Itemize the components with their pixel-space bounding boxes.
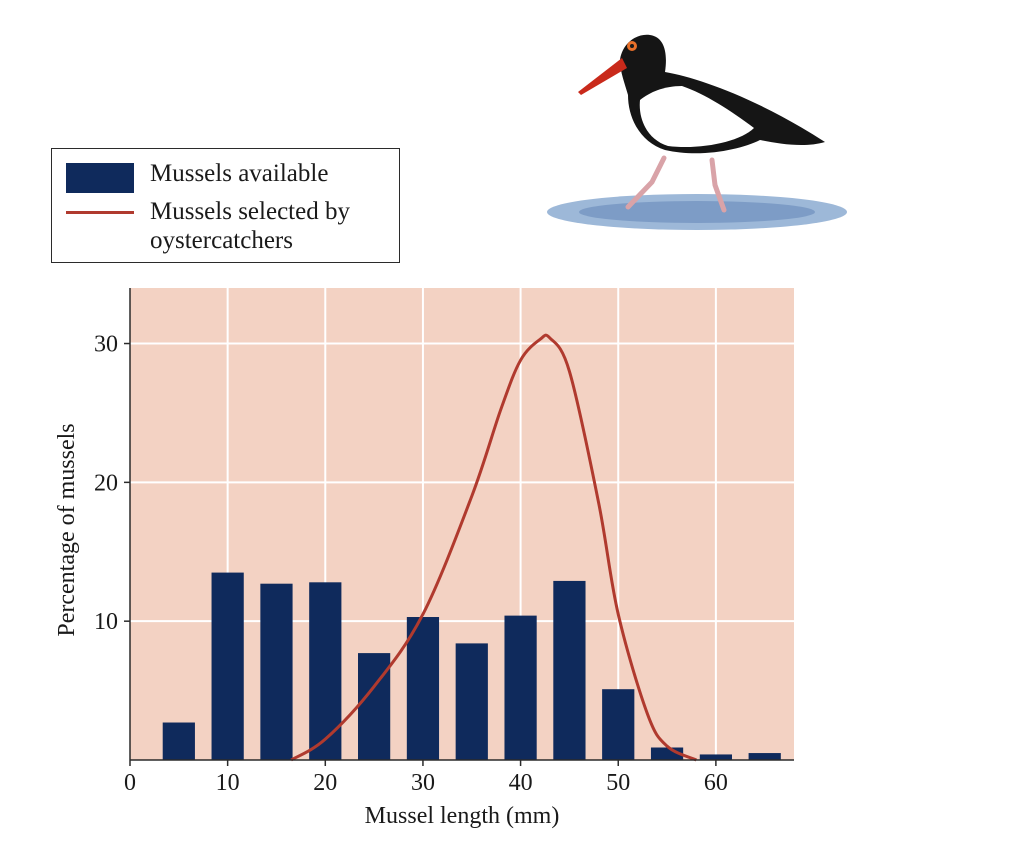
legend-swatch-line bbox=[66, 211, 134, 214]
x-tick-label: 40 bbox=[509, 770, 533, 796]
y-tick-label: 20 bbox=[94, 470, 118, 496]
bar bbox=[358, 653, 391, 760]
x-tick-label: 50 bbox=[606, 770, 630, 796]
x-tick-label: 30 bbox=[411, 770, 435, 796]
y-axis-label: Percentage of mussels bbox=[54, 423, 80, 636]
bar bbox=[455, 643, 488, 760]
x-tick-label: 20 bbox=[313, 770, 337, 796]
x-axis-label: Mussel length (mm) bbox=[365, 803, 560, 829]
legend-label-available: Mussels available bbox=[150, 160, 329, 187]
x-axis-ticks: 0 10 20 30 40 50 60 bbox=[124, 760, 728, 796]
bar bbox=[260, 583, 293, 760]
y-tick-label: 10 bbox=[94, 609, 118, 635]
bar-series-available bbox=[162, 572, 781, 760]
x-tick-label: 60 bbox=[704, 770, 728, 796]
legend: Mussels available Mussels selected by oy… bbox=[51, 148, 400, 263]
legend-swatch-bar bbox=[66, 163, 134, 193]
x-tick-label: 10 bbox=[216, 770, 240, 796]
bar bbox=[162, 722, 195, 760]
y-tick-label: 30 bbox=[94, 332, 118, 358]
bar bbox=[309, 582, 342, 760]
x-tick-label: 0 bbox=[124, 770, 136, 796]
bar bbox=[748, 753, 781, 760]
curve-selected-by-oystercatchers bbox=[290, 333, 697, 762]
bar bbox=[504, 615, 537, 760]
y-axis-ticks: 10 20 30 bbox=[94, 332, 130, 635]
bar bbox=[602, 689, 635, 760]
bar bbox=[211, 572, 244, 760]
bar bbox=[699, 754, 732, 760]
legend-label-selected: Mussels selected by oystercatchers bbox=[150, 198, 350, 254]
bar bbox=[406, 617, 440, 760]
bar bbox=[553, 580, 586, 760]
oystercatcher-bird-icon bbox=[547, 34, 847, 230]
